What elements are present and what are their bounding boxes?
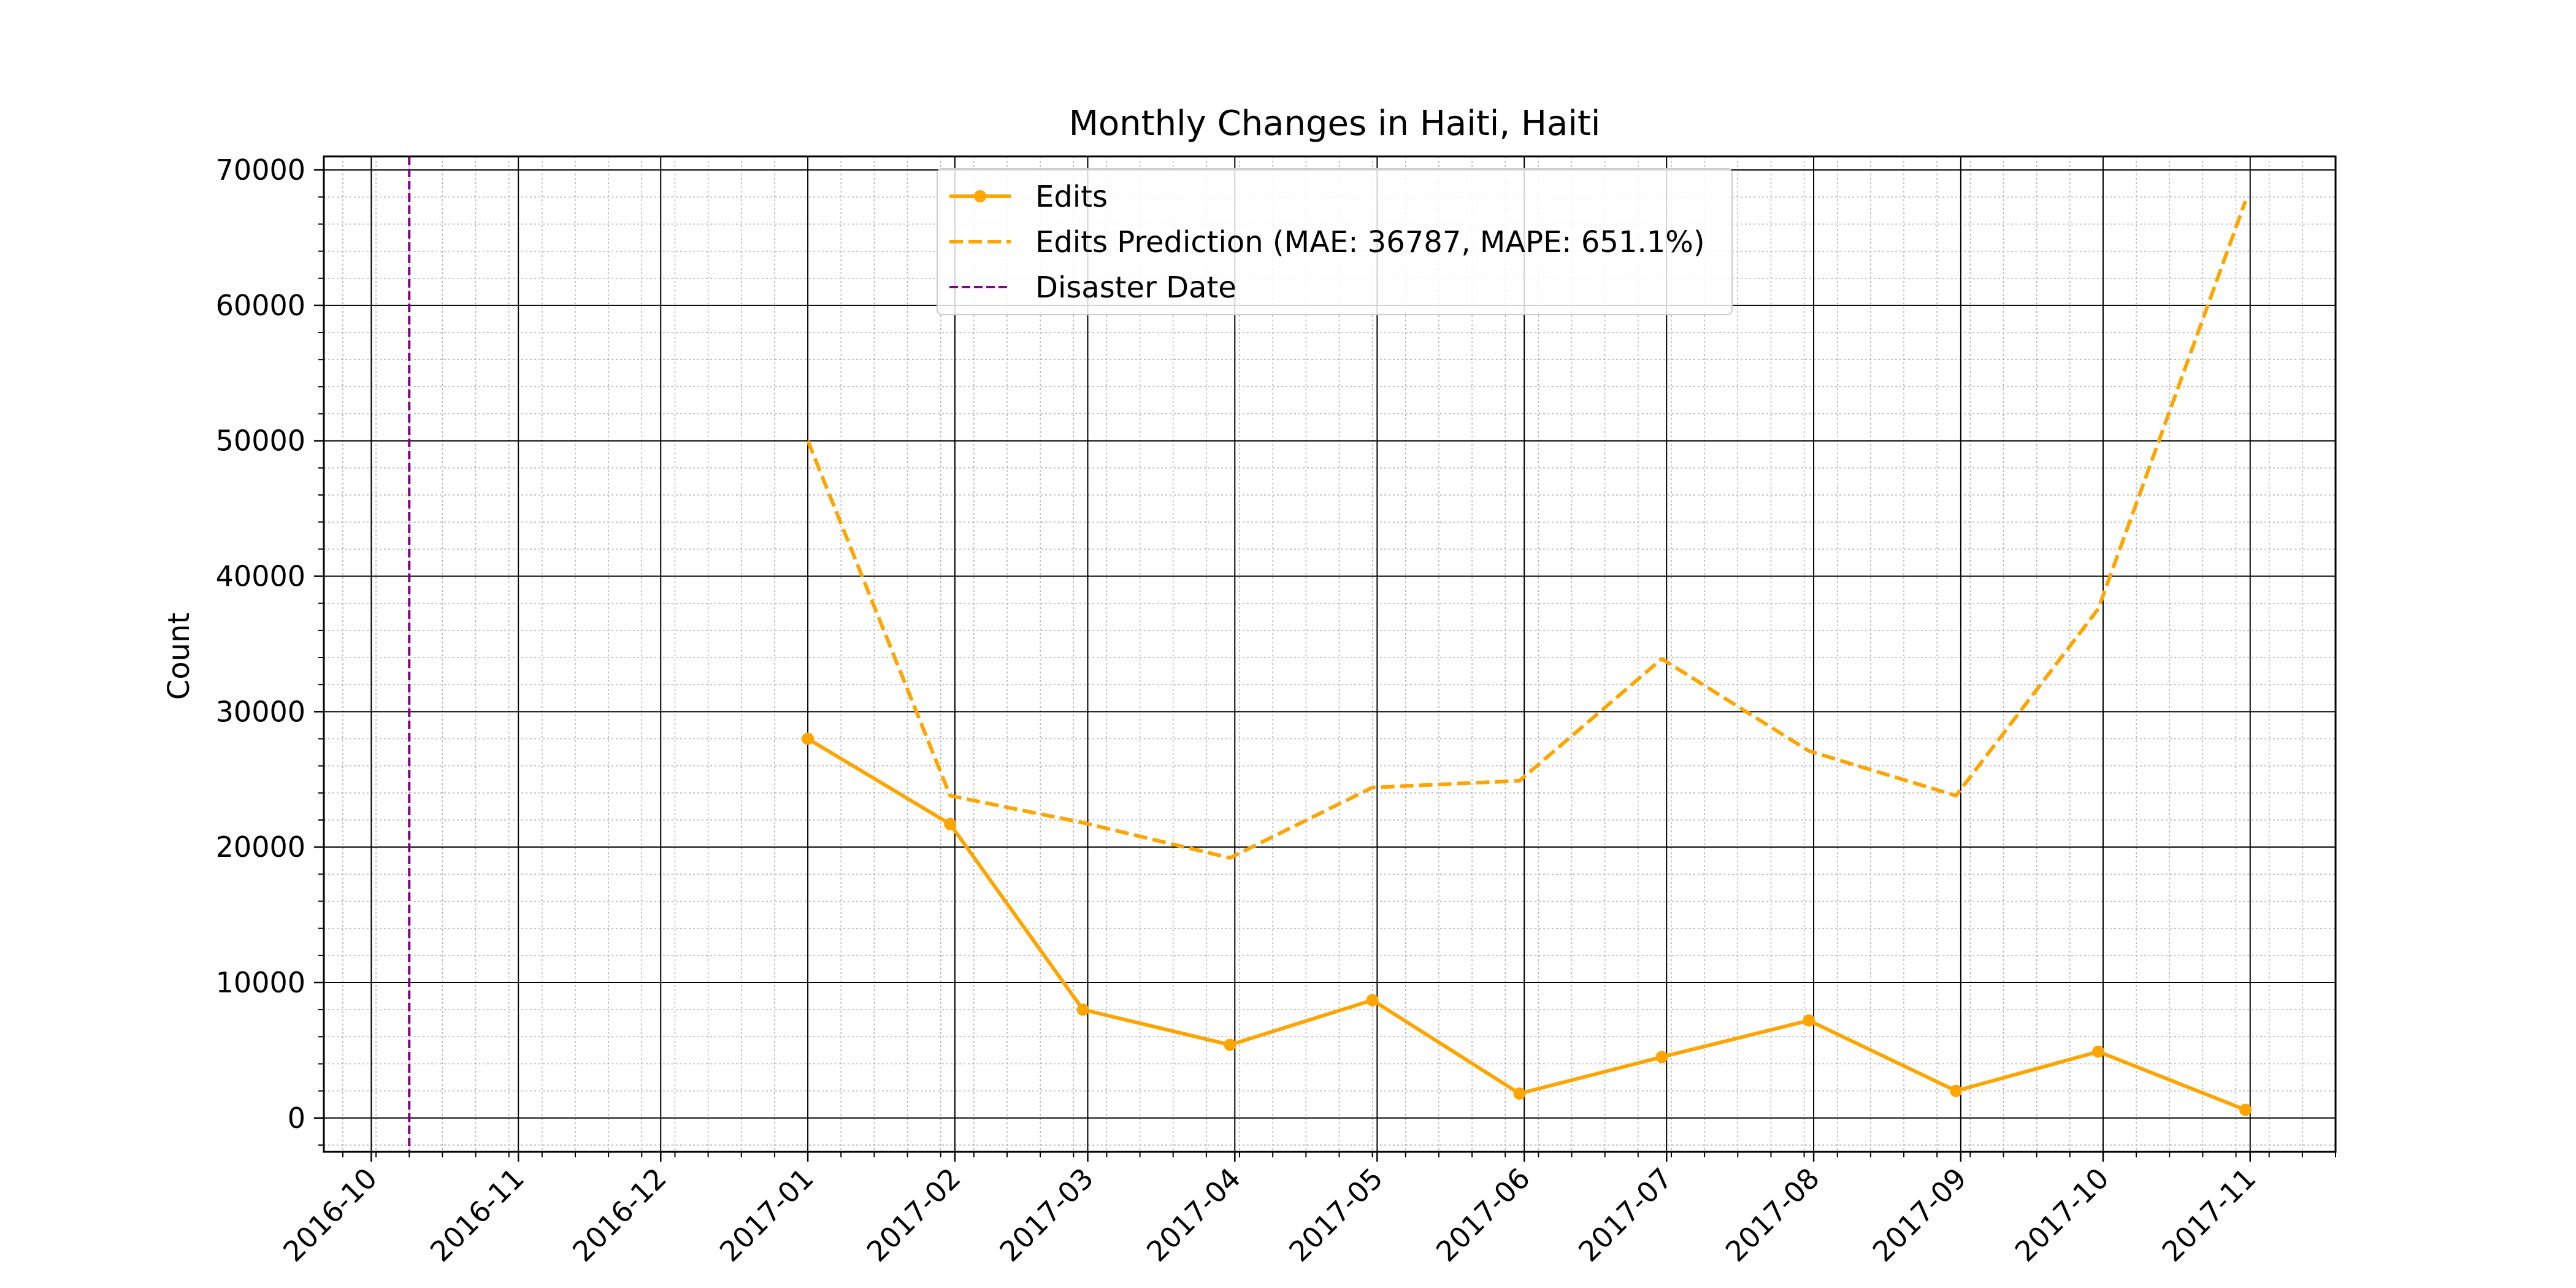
chart-title: Monthly Changes in Haiti, Haiti <box>1069 104 1601 144</box>
edits-data-point <box>1513 1087 1526 1100</box>
edits-data-point <box>802 732 815 745</box>
major-grid <box>324 156 2336 1152</box>
legend-edits-marker <box>974 190 986 202</box>
y-tick-label: 50000 <box>216 424 305 458</box>
legend-edits-label: Edits <box>1035 180 1108 214</box>
edits-data-point <box>1803 1014 1815 1027</box>
y-tick-label: 0 <box>288 1102 305 1135</box>
edits-data-point <box>944 818 957 830</box>
plot-lines <box>408 156 2252 1152</box>
legend: Edits Edits Prediction (MAE: 36787, MAPE:… <box>937 168 1733 315</box>
y-tick-label: 70000 <box>216 153 305 186</box>
edits-data-point <box>1366 994 1379 1006</box>
edits-data-point <box>1076 1003 1089 1016</box>
y-tick-label: 20000 <box>216 830 305 864</box>
y-axis-label: Count <box>162 613 196 700</box>
edits-data-point <box>2239 1103 2252 1116</box>
y-tick-label: 60000 <box>216 289 305 322</box>
minor-grid <box>324 156 2336 1152</box>
edits-data-point <box>1655 1051 1668 1064</box>
edits-data-point <box>2092 1045 2105 1058</box>
prediction-series-line <box>806 200 2247 860</box>
axes-frame <box>323 155 2337 1153</box>
legend-disaster-date-label: Disaster Date <box>1035 270 1236 305</box>
y-tick-label: 30000 <box>216 695 305 728</box>
edits-data-point <box>1950 1084 1963 1097</box>
y-tick-label: 10000 <box>216 966 305 999</box>
legend-prediction-label: Edits Prediction (MAE: 36787, MAPE: 651.… <box>1035 225 1705 259</box>
edits-data-point <box>1224 1038 1236 1051</box>
y-tick-label: 40000 <box>216 560 305 593</box>
legend-box <box>937 168 1733 315</box>
